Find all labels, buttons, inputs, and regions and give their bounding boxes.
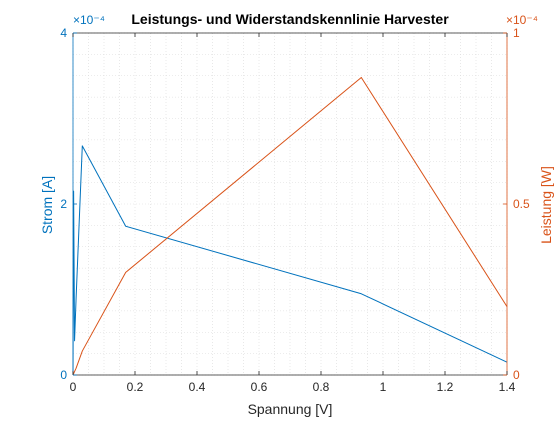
x-tick-label: 0 <box>70 380 77 394</box>
x-axis-label: Spannung [V] <box>248 401 333 417</box>
y-right-tick-label: 1 <box>513 26 520 40</box>
series-line-strom <box>72 145 508 376</box>
x-tick-label: 1.2 <box>437 380 454 394</box>
x-tick-label: 1 <box>380 380 387 394</box>
y-left-tick-label: 2 <box>60 197 67 211</box>
series-layer <box>72 76 508 376</box>
x-tick-label: 1.4 <box>499 380 516 394</box>
y-right-exponent: ×10⁻⁴ <box>506 13 538 27</box>
chart-title: Leistungs- und Widerstandskennlinie Harv… <box>131 11 449 27</box>
x-tick-label: 0.2 <box>127 380 144 394</box>
x-tick-label: 0.8 <box>313 380 330 394</box>
y-left-tick-label: 4 <box>60 26 67 40</box>
x-tick-label: 0.4 <box>189 380 206 394</box>
series-line-leistung <box>72 76 508 376</box>
y-left-axis-label: Strom [A] <box>39 176 55 234</box>
y-right-tick-label: 0 <box>513 368 520 382</box>
y-right-tick-label: 0.5 <box>513 197 530 211</box>
x-tick-label: 0.6 <box>251 380 268 394</box>
y-left-exponent: ×10⁻⁴ <box>73 13 105 27</box>
y-right-axis-label: Leistung [W] <box>538 166 554 244</box>
y-left-tick-label: 0 <box>60 368 67 382</box>
